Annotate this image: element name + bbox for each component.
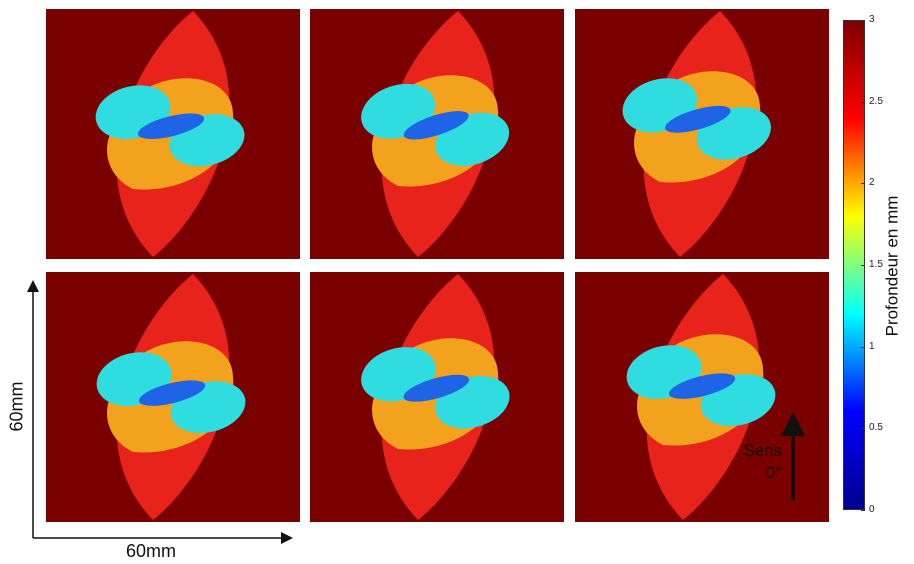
colorbar-tick: 3: [869, 14, 875, 25]
heatmap-panel-5: [310, 272, 564, 522]
colorbar-tick-mark: [861, 183, 865, 185]
direction-label-line1: Sens: [743, 441, 782, 460]
heatmap-image: [361, 274, 510, 520]
heatmap-image: [622, 11, 771, 257]
colorbar-tick: 2.5: [869, 95, 883, 107]
blue-core: [137, 113, 205, 139]
heatmap-image: [95, 11, 245, 257]
heatmap-image: [626, 274, 776, 520]
heatmap-panel-4: [46, 272, 300, 522]
colorbar-label: Profondeur en mm: [882, 195, 902, 337]
colorbar-tick: 0.5: [869, 422, 883, 434]
blue-core: [138, 380, 206, 406]
colorbar-tick-mark: [861, 101, 865, 103]
colorbar-tick-mark: [861, 346, 865, 348]
colorbar-tick-mark: [861, 428, 865, 430]
heatmap-panel-2: [310, 9, 564, 259]
colorbar-tick: 1.5: [869, 259, 883, 270]
heatmap-image: [96, 274, 246, 520]
colorbar-tick: 2: [869, 177, 875, 189]
heatmap-image: [361, 11, 510, 257]
blue-core: [403, 111, 469, 140]
y-scale-label: 60mm: [6, 381, 27, 432]
direction-label-line2: 0°: [765, 463, 782, 482]
heatmap-panel-6: [575, 272, 829, 522]
colorbar-tick-mark: [861, 265, 865, 266]
blue-core: [664, 105, 731, 133]
colorbar-tick-mark: [861, 510, 865, 511]
colorbar-tick: 1: [869, 340, 875, 352]
colorbar-tick: 0: [869, 504, 875, 515]
blue-core: [668, 373, 736, 399]
colorbar-tick-mark: [861, 20, 865, 21]
blue-core: [403, 374, 470, 402]
heatmap-panel-1: [46, 9, 300, 259]
x-scale-label: 60mm: [126, 541, 177, 561]
direction-label: Sens 0°: [726, 440, 782, 484]
heatmap-panel-3: [575, 9, 829, 259]
